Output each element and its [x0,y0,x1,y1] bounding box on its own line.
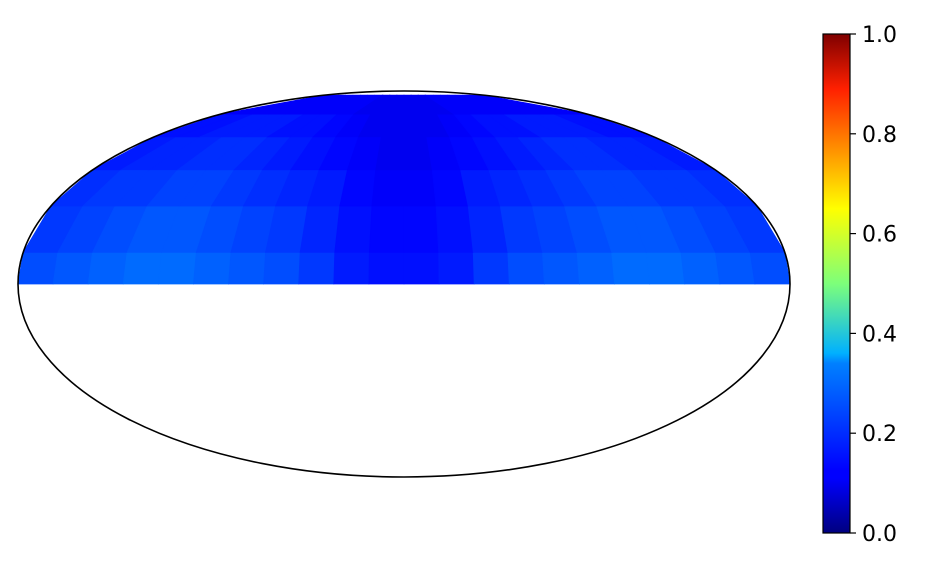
colorbar-tick-label: 0.0 [862,522,897,547]
map-cell-0-13 [472,251,510,285]
map-cell-0-4 [157,251,197,285]
map-cell-0-17 [611,251,651,285]
colorbar: 0.0 0.2 0.4 0.6 0.8 1.0 [822,23,897,547]
map-boundary [17,90,791,478]
colorbar-tick-label: 0.2 [862,422,897,447]
map-cell-0-5 [193,251,232,285]
map-cell-1-12 [435,205,474,253]
map-cell-0-0 [18,251,59,285]
map-cell-2-10 [371,169,405,207]
map-cells [18,94,790,285]
map-cell-0-1 [52,251,93,285]
map-cell-0-10 [368,251,405,285]
colorbar-tick-label: 0.6 [862,223,897,248]
map-cell-2-11 [403,169,437,207]
map-cell-0-21 [749,251,790,285]
map-cell-0-12 [438,251,475,285]
colorbar-tick-label: 1.0 [862,23,897,48]
colorbar-tick-label: 0.4 [862,322,897,347]
map-cell-0-19 [680,251,721,285]
colorbar-frame [822,33,851,534]
map-cell-0-8 [298,251,336,285]
map-cell-0-9 [333,251,370,285]
map-cell-0-6 [228,251,266,285]
map-cell-0-14 [507,251,545,285]
map-cell-0-7 [263,251,301,285]
map-cell-0-18 [645,251,686,285]
map-cell-0-11 [403,251,440,285]
colorbar-fill [823,34,850,533]
map-cell-0-15 [542,251,580,285]
map-cell-0-20 [715,251,756,285]
map-cell-1-11 [403,205,440,253]
map-cell-1-9 [334,205,373,253]
map-cell-1-10 [368,205,405,253]
map-cell-0-16 [576,251,615,285]
map-cell-0-3 [122,251,163,285]
colorbar-ticks: 0.0 0.2 0.4 0.6 0.8 1.0 [850,23,897,547]
map-cell-0-2 [87,251,128,285]
colorbar-tick-label: 0.8 [862,123,897,148]
